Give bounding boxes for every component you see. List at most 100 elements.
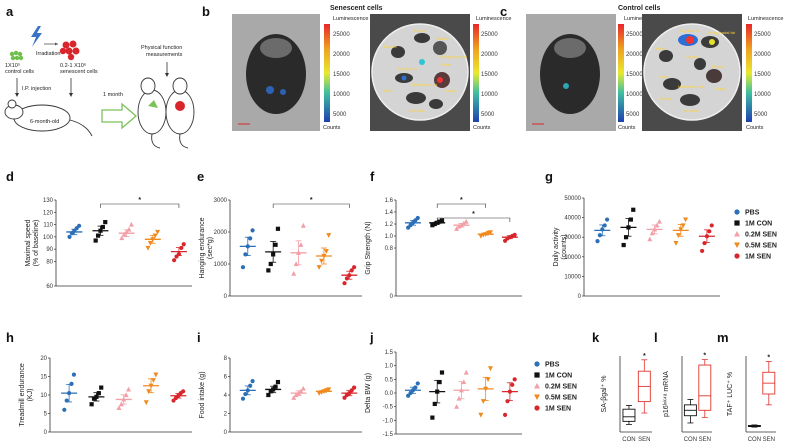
y-tick-label: 15 <box>40 375 47 381</box>
data-point <box>631 207 636 212</box>
legend-marker-1m-sen <box>534 405 540 411</box>
legend-marker-05m-sen <box>734 242 740 248</box>
data-point <box>410 388 416 393</box>
group-legend: PBS 1M CON 0.2M SEN 0.5M SEN 1M SEN <box>734 209 777 261</box>
significance-star: * <box>643 353 646 360</box>
significance-bracket <box>436 203 486 208</box>
x-tick-label: SEN <box>763 437 775 443</box>
charts-layer: Maximal speed (% of baseline)608090100110… <box>19 196 776 443</box>
data-point <box>675 233 681 238</box>
legend-marker-1m-sen <box>734 253 740 259</box>
colorbar-tick: 25000 <box>754 32 771 38</box>
panel-letter-e: e <box>197 169 204 184</box>
organ-label: Inguinal fat <box>680 28 700 33</box>
lightning-icon <box>31 26 42 47</box>
mouse-head <box>554 38 586 58</box>
senescent-cell-marker-icon <box>148 100 158 108</box>
y-tick-label: -1.5 <box>383 432 394 438</box>
data-point <box>461 220 467 226</box>
data-point <box>432 221 437 227</box>
data-point <box>143 400 149 406</box>
data-point <box>243 391 248 397</box>
data-point <box>95 233 101 238</box>
y-tick-label: 20000 <box>564 255 581 261</box>
legend-label-pbs: PBS <box>745 210 760 217</box>
legend-label-02m-sen: 0.2M SEN <box>545 384 577 391</box>
colorbar-tick: 15000 <box>626 72 643 78</box>
data-point <box>347 391 352 396</box>
data-point <box>248 236 253 241</box>
y-axis-label: (sec*g) <box>207 237 214 259</box>
data-point <box>512 377 517 382</box>
data-point <box>124 229 130 235</box>
y-axis-label: (counts) <box>561 234 568 259</box>
data-point <box>352 265 357 270</box>
control-imaging-panel: Control cells Luminescence 25000 20000 1… <box>526 5 783 131</box>
luminescence-spot <box>709 39 715 45</box>
y-tick-label: 50000 <box>564 196 581 202</box>
y-tick-label: -0.5 <box>383 405 394 411</box>
data-point <box>298 388 304 394</box>
panel-letter-c: c <box>500 4 507 19</box>
colorbar-tick: 20000 <box>333 52 350 58</box>
data-point <box>245 244 250 249</box>
data-point <box>152 233 158 239</box>
colorbar-tick: 10000 <box>754 92 771 98</box>
data-point <box>268 389 273 394</box>
colorbar-tick: 5000 <box>333 112 347 118</box>
mouse-head <box>260 38 292 58</box>
data-point <box>430 223 435 228</box>
y-tick-label: 20 <box>40 356 47 362</box>
data-point <box>700 248 705 254</box>
y-axis-label: Food intake (g) <box>199 371 206 418</box>
data-point <box>250 379 255 384</box>
data-point <box>349 268 354 273</box>
data-point <box>100 224 105 230</box>
data-point <box>649 230 655 236</box>
organ-label: Perigonadal fat <box>708 30 736 35</box>
data-point <box>240 396 246 401</box>
chart-i: Food intake (g) 0 2 4 6 8 <box>199 356 362 436</box>
y-tick-label: 10000 <box>564 274 581 280</box>
significance-star: * <box>767 354 770 361</box>
data-point <box>298 242 304 247</box>
chart-j: Delta BW (g) -1.5 -1.0 -0.5 0.0 0.5 1.0 1.5 <box>365 350 522 438</box>
data-point <box>673 240 679 246</box>
y-tick-label: 90 <box>46 247 53 253</box>
data-point <box>121 396 127 402</box>
organ <box>694 58 706 70</box>
data-point <box>480 399 486 404</box>
organ-label: Lung <box>716 86 725 91</box>
y-tick-label: 120 <box>43 210 54 216</box>
data-point <box>146 389 152 394</box>
data-point <box>408 390 413 396</box>
data-point <box>342 281 347 286</box>
data-point <box>126 226 132 232</box>
colorbar-unit: Counts <box>618 125 636 131</box>
data-point <box>266 268 271 273</box>
data-point <box>647 236 653 242</box>
data-point <box>704 234 710 239</box>
control-cells-icon <box>9 50 24 61</box>
legend-label-05m-sen: 0.5M SEN <box>745 243 777 250</box>
y-tick-label: 100 <box>43 235 54 241</box>
senescent-cell-marker-icon <box>175 101 185 111</box>
data-point <box>510 382 515 387</box>
data-point <box>415 215 420 221</box>
colorbar-title: Luminescence <box>748 16 783 22</box>
data-point <box>96 391 101 396</box>
y-tick-label: 0 <box>224 294 228 300</box>
one-month-label: 1 month <box>103 92 123 98</box>
data-point <box>512 232 517 237</box>
data-point <box>62 407 67 412</box>
data-point <box>64 398 69 403</box>
data-point <box>319 258 325 264</box>
data-point <box>683 217 689 223</box>
colorbar-tick: 5000 <box>754 112 768 118</box>
organ <box>680 94 700 106</box>
data-point <box>321 253 327 259</box>
y-tick-label: 1.4 <box>385 210 394 216</box>
organ-label: Lung <box>446 88 455 93</box>
data-point <box>678 227 684 233</box>
data-point <box>352 385 357 390</box>
